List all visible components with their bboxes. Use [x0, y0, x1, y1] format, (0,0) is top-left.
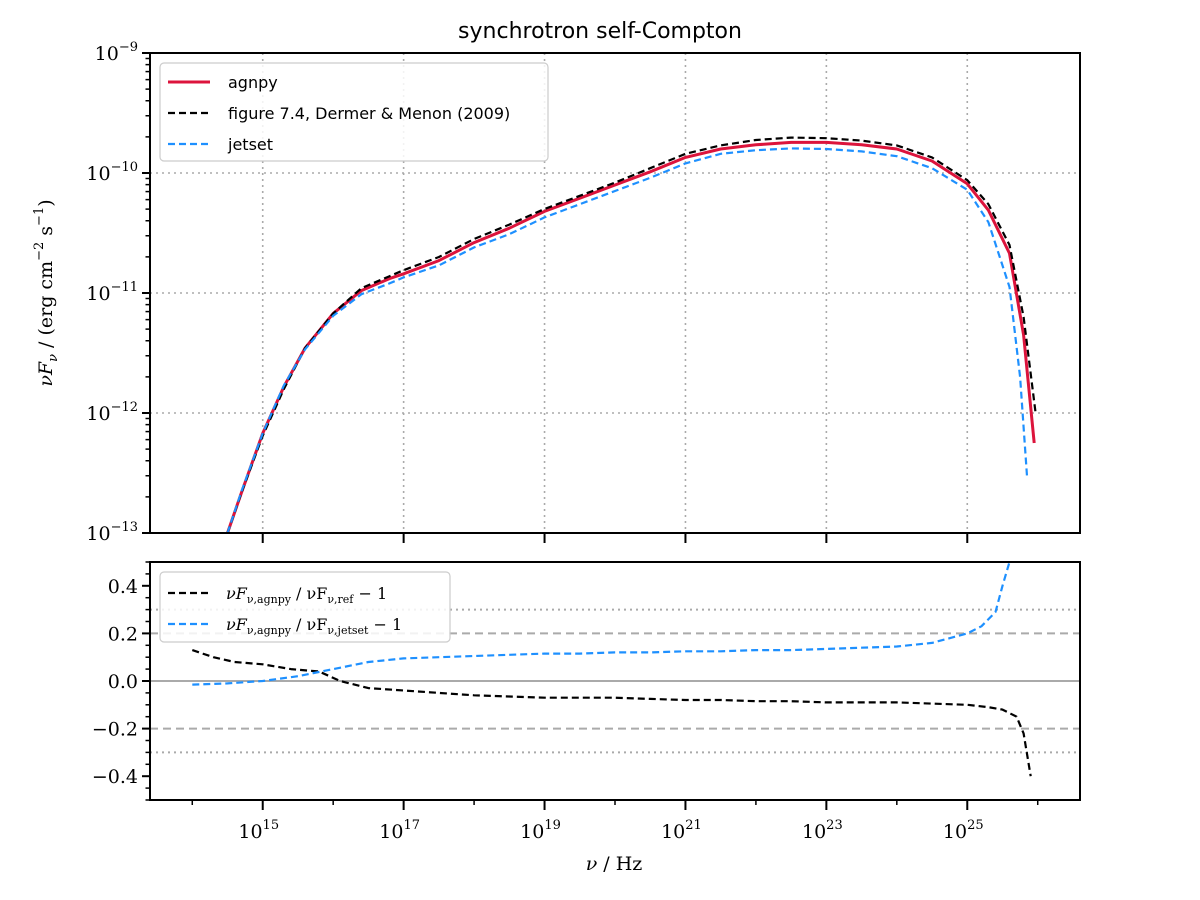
top-legend: agnpy figure 7.4, Dermer & Menon (2009) je… — [159, 62, 549, 162]
legend-label: νFν,agnpy / νFν,jetset − 1 — [226, 615, 402, 637]
y-tick-label: 10−13 — [86, 520, 138, 545]
legend-box — [159, 571, 451, 643]
x-tick-label: 1015 — [238, 818, 279, 843]
y-tick-label: 10−10 — [86, 160, 138, 185]
legend-box — [159, 62, 549, 162]
legend-label: figure 7.4, Dermer & Menon (2009) — [228, 104, 510, 123]
bottom-y-tick-labels: −0.4 −0.2 0.0 0.2 0.4 — [92, 576, 138, 788]
bottom-legend: νFν,agnpy / νFν,ref − 1 νFν,agnpy / νFν,j… — [159, 571, 451, 643]
x-tick-label: 1017 — [379, 818, 420, 843]
y-tick-label: 10−9 — [95, 40, 138, 65]
series-line — [226, 147, 1029, 534]
y-axis-label: νFν / (erg cm−2 s−1) — [32, 199, 61, 386]
y-tick-label: 0.4 — [108, 576, 138, 598]
series-line — [192, 561, 1011, 686]
y-tick-label: 10−12 — [86, 400, 138, 425]
y-tick-label: −0.4 — [92, 766, 138, 788]
y-tick-label: −0.2 — [92, 719, 138, 741]
series-line — [226, 136, 1037, 534]
top-panel: synchrotron self-Compton 10−13 10−12 10−11… — [32, 19, 1081, 545]
chart-title: synchrotron self-Compton — [458, 19, 742, 44]
bottom-ticks — [142, 561, 1039, 810]
y-tick-label: 0.0 — [108, 671, 138, 693]
top-series — [226, 136, 1037, 534]
series-line — [191, 649, 1032, 777]
legend-label: νFν,agnpy / νFν,ref − 1 — [226, 584, 387, 606]
reference-lines — [150, 608, 1080, 754]
x-axis-label: ν / Hz — [586, 853, 643, 875]
top-ticks — [142, 52, 969, 543]
series-line — [226, 140, 1036, 534]
y-tick-label: 10−11 — [86, 280, 138, 305]
x-tick-label: 1025 — [943, 818, 984, 843]
x-tick-label: 1019 — [520, 818, 561, 843]
x-tick-label: 1021 — [661, 818, 702, 843]
bottom-series — [191, 561, 1032, 777]
legend-label: agnpy — [228, 73, 278, 92]
y-tick-label: 0.2 — [108, 623, 138, 645]
top-y-tick-labels: 10−13 10−12 10−11 10−10 10−9 — [86, 40, 138, 545]
legend-label: jetset — [227, 135, 273, 154]
x-tick-labels: 1015 1017 1019 1021 1023 1025 — [238, 818, 983, 843]
x-tick-label: 1023 — [802, 818, 843, 843]
bottom-panel: −0.4−0.20.00.20.4 1015 1017 1019 1021 1023 10… — [92, 561, 1081, 875]
